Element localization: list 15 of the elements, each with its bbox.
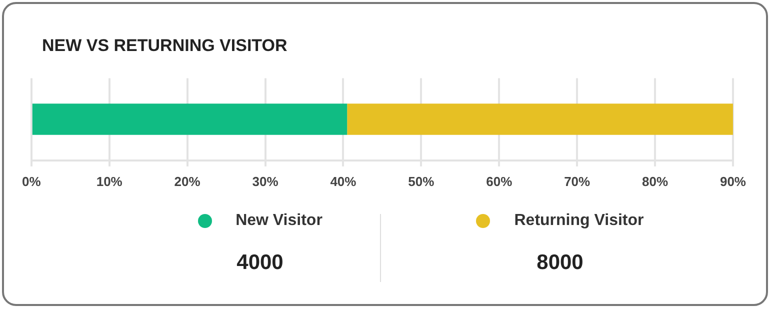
legend-label: New Visitor xyxy=(234,212,322,230)
x-tick-label: 10% xyxy=(96,174,123,189)
x-tick-label: 60% xyxy=(486,174,513,189)
legend-label: Returning Visitor xyxy=(513,212,644,230)
x-tick-label: 80% xyxy=(642,174,668,189)
x-tick-label: 20% xyxy=(174,174,201,189)
x-tick-label: 0% xyxy=(22,174,42,189)
x-tick-label: 40% xyxy=(330,174,357,189)
text: 8000 xyxy=(536,251,584,275)
x-tick-label: 90% xyxy=(720,174,746,189)
chart-title: NEW VS RETURNING VISITOR xyxy=(42,36,288,56)
x-tick-label: 30% xyxy=(252,174,279,189)
x-tick-label: 70% xyxy=(564,174,591,189)
x-tick-label: 50% xyxy=(408,174,435,189)
text: 4000 xyxy=(236,251,284,275)
